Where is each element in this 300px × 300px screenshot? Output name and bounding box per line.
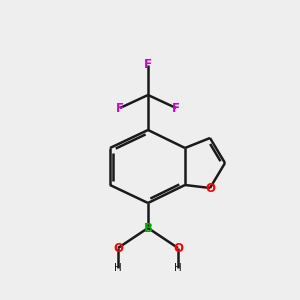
Text: O: O [173,242,183,254]
Text: O: O [113,242,123,254]
Text: H: H [174,263,182,273]
Text: F: F [144,58,152,71]
Text: B: B [143,221,152,235]
Text: H: H [114,263,122,273]
Text: O: O [205,182,215,194]
Text: F: F [172,101,180,115]
Text: F: F [116,101,124,115]
